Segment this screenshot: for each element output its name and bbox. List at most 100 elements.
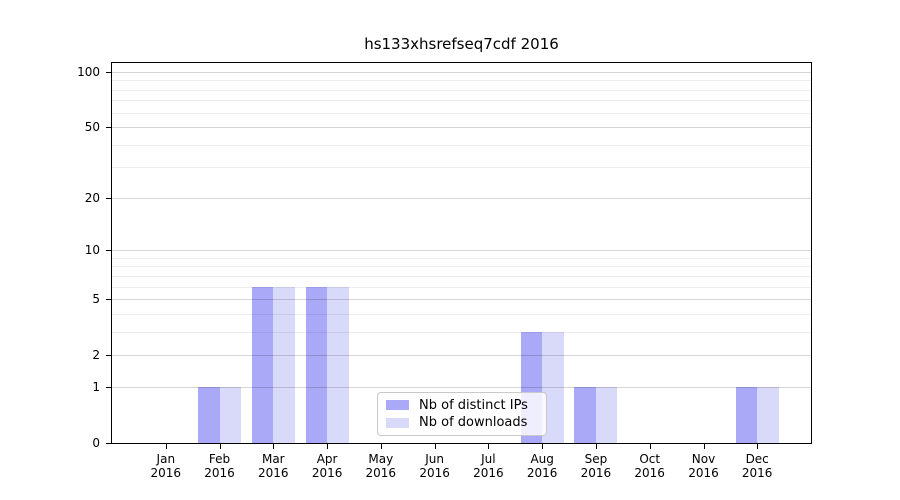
minor-gridline-6 (112, 286, 811, 288)
x-tick-year: 2016 (634, 466, 665, 480)
x-tick-mark-jun (434, 444, 436, 449)
x-tick-year: 2016 (688, 466, 719, 480)
minor-gridline-4 (112, 313, 811, 315)
x-tick-year: 2016 (419, 466, 450, 480)
minor-gridline-30 (112, 167, 811, 168)
x-tick-label-dec: Dec 2016 (727, 452, 787, 480)
x-tick-label-oct: Oct 2016 (620, 452, 680, 480)
bar-downloads-dec (757, 387, 779, 443)
major-gridline-50 (112, 126, 811, 128)
x-tick-month: Nov (691, 452, 716, 466)
y-tick-mark-1 (106, 387, 111, 389)
x-tick-label-aug: Aug 2016 (512, 452, 572, 480)
minor-gridline-8 (112, 266, 811, 268)
legend-swatch-downloads-icon (386, 417, 409, 428)
major-gridline-1 (112, 387, 811, 389)
y-tick-label-0: 0 (92, 436, 100, 450)
y-tick-label-50: 50 (84, 119, 100, 134)
y-tick-mark-5 (106, 299, 111, 300)
x-tick-label-mar: Mar 2016 (243, 452, 303, 480)
minor-gridline-7 (112, 275, 811, 277)
x-tick-mark-mar (273, 444, 275, 449)
bar-downloads-mar (273, 286, 295, 443)
x-tick-mark-aug (542, 444, 544, 449)
minor-gridline-80 (112, 89, 811, 91)
x-tick-mark-may (380, 444, 382, 449)
major-gridline-5 (112, 299, 811, 300)
x-tick-label-may: May 2016 (351, 452, 411, 480)
y-tick-label-5: 5 (92, 292, 100, 306)
x-tick-label-jan: Jan 2016 (136, 452, 196, 480)
minor-gridline-60 (112, 112, 811, 114)
x-tick-month: Feb (208, 452, 231, 466)
legend-swatch-distinct-ips-icon (386, 400, 409, 411)
x-tick-month: Dec (745, 452, 769, 466)
x-tick-month: Apr (316, 452, 338, 466)
x-tick-mark-dec (757, 444, 759, 449)
x-tick-year: 2016 (204, 466, 235, 480)
x-tick-year: 2016 (311, 466, 343, 480)
minor-gridline-90 (112, 80, 811, 82)
x-tick-mark-oct (649, 444, 651, 449)
x-tick-year: 2016 (150, 466, 182, 480)
x-tick-mark-jan (165, 444, 167, 449)
bar-distinct-ips-mar (251, 286, 274, 443)
legend-item-distinct-ips: Nb of distinct IPs (386, 398, 538, 413)
x-tick-label-nov: Nov 2016 (674, 452, 734, 480)
y-tick-label-20: 20 (84, 191, 100, 206)
plot-area (111, 62, 812, 444)
bar-downloads-aug (542, 331, 564, 443)
x-tick-mark-nov (703, 444, 705, 449)
x-tick-year: 2016 (526, 466, 558, 480)
minor-gridline-3 (112, 331, 811, 333)
minor-gridline-70 (112, 100, 811, 102)
x-tick-label-jul: Jul 2016 (458, 452, 518, 480)
bar-distinct-ips-sep (574, 387, 596, 443)
x-tick-month: May (368, 452, 394, 466)
x-tick-month: Mar (261, 452, 285, 466)
x-tick-label-feb: Feb 2016 (190, 452, 250, 480)
y-tick-label-100: 100 (77, 65, 100, 79)
legend: Nb of distinct IPs Nb of downloads (377, 392, 547, 436)
bar-distinct-ips-feb (198, 387, 220, 443)
x-tick-label-jun: Jun 2016 (405, 452, 465, 480)
legend-item-downloads: Nb of downloads (386, 415, 538, 430)
chart-title: hs133xhsrefseq7cdf 2016 (364, 35, 559, 53)
y-tick-mark-0 (106, 443, 111, 444)
minor-gridline-40 (112, 144, 811, 146)
x-tick-mark-sep (595, 444, 597, 449)
y-tick-label-1: 1 (92, 380, 100, 395)
x-tick-month: Jun (425, 452, 444, 466)
y-tick-mark-10 (106, 250, 111, 252)
x-tick-month: Jul (481, 452, 496, 466)
x-tick-month: Oct (639, 452, 661, 466)
x-tick-month: Jan (156, 452, 176, 466)
major-gridline-2 (112, 354, 811, 356)
bar-downloads-sep (595, 387, 618, 443)
bar-distinct-ips-apr (305, 286, 328, 443)
x-tick-year: 2016 (258, 466, 289, 480)
x-tick-year: 2016 (741, 466, 773, 480)
major-gridline-20 (112, 198, 811, 200)
bar-downloads-feb (219, 387, 242, 443)
major-gridline-100 (112, 72, 811, 73)
x-tick-mark-apr (327, 444, 329, 449)
x-tick-month: Sep (584, 452, 608, 466)
bar-distinct-ips-dec (735, 387, 758, 443)
x-tick-label-apr: Apr 2016 (297, 452, 357, 480)
y-tick-mark-2 (106, 354, 111, 356)
x-tick-year: 2016 (473, 466, 504, 480)
x-tick-year: 2016 (365, 466, 397, 480)
major-gridline-10 (112, 250, 811, 252)
x-tick-month: Aug (530, 452, 554, 466)
x-tick-label-sep: Sep 2016 (566, 452, 626, 480)
minor-gridline-9 (112, 257, 811, 259)
y-tick-label-10: 10 (84, 243, 100, 258)
bar-downloads-apr (327, 286, 349, 443)
x-tick-mark-feb (219, 444, 221, 449)
y-tick-label-2: 2 (92, 347, 100, 362)
y-tick-mark-100 (106, 72, 111, 73)
x-tick-mark-jul (488, 444, 490, 449)
legend-label-distinct-ips: Nb of distinct IPs (419, 397, 528, 413)
